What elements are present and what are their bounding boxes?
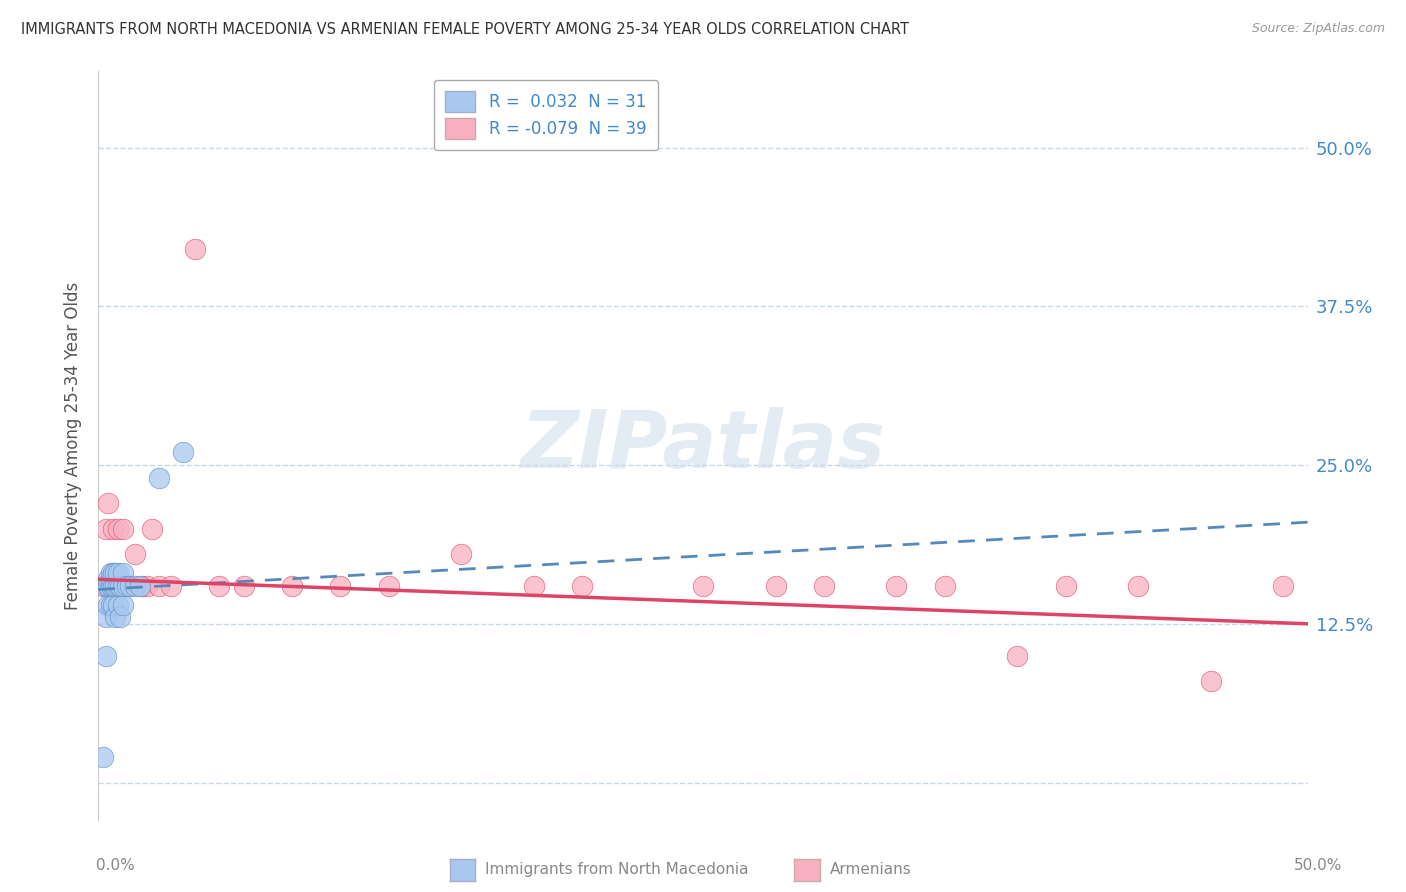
- Point: [94, 610, 117, 624]
- Point: [886, 579, 908, 593]
- Legend: R =  0.032  N = 31, R = -0.079  N = 39: R = 0.032 N = 31, R = -0.079 N = 39: [433, 79, 658, 151]
- Text: IMMIGRANTS FROM NORTH MACEDONIA VS ARMENIAN FEMALE POVERTY AMONG 25-34 YEAR OLDS: IMMIGRANTS FROM NORTH MACEDONIA VS ARMEN…: [21, 22, 910, 37]
- Point: [208, 579, 231, 593]
- Point: [100, 566, 122, 580]
- Point: [104, 566, 127, 580]
- Point: [108, 579, 131, 593]
- Point: [1007, 648, 1029, 663]
- Point: [100, 579, 122, 593]
- Text: Armenians: Armenians: [830, 863, 911, 877]
- Point: [101, 579, 124, 593]
- Point: [128, 579, 150, 593]
- Point: [97, 579, 120, 593]
- Point: [118, 579, 141, 593]
- Point: [172, 445, 194, 459]
- Point: [94, 579, 117, 593]
- Point: [934, 579, 956, 593]
- Point: [329, 579, 352, 593]
- Point: [100, 572, 122, 586]
- Point: [104, 610, 127, 624]
- Point: [111, 522, 134, 536]
- Point: [100, 579, 122, 593]
- Point: [813, 579, 835, 593]
- Point: [1199, 673, 1222, 688]
- Point: [184, 242, 207, 256]
- Point: [97, 579, 120, 593]
- Point: [104, 579, 127, 593]
- Y-axis label: Female Poverty Among 25-34 Year Olds: Female Poverty Among 25-34 Year Olds: [65, 282, 83, 610]
- Point: [111, 579, 134, 593]
- Point: [111, 566, 134, 580]
- Point: [111, 579, 134, 593]
- Point: [124, 547, 146, 561]
- Point: [765, 579, 787, 593]
- Point: [104, 579, 127, 593]
- Point: [148, 471, 170, 485]
- Point: [97, 572, 120, 586]
- Text: Immigrants from North Macedonia: Immigrants from North Macedonia: [485, 863, 748, 877]
- Point: [1128, 579, 1150, 593]
- Point: [117, 579, 139, 593]
- Point: [111, 598, 134, 612]
- Text: 0.0%: 0.0%: [96, 858, 135, 873]
- Point: [135, 579, 157, 593]
- Point: [523, 579, 546, 593]
- Point: [91, 579, 114, 593]
- Point: [107, 522, 129, 536]
- Point: [232, 579, 254, 593]
- Point: [101, 522, 124, 536]
- Point: [91, 750, 114, 764]
- Point: [281, 579, 304, 593]
- Point: [148, 579, 170, 593]
- Point: [108, 579, 131, 593]
- Point: [450, 547, 472, 561]
- Point: [94, 648, 117, 663]
- Point: [377, 579, 399, 593]
- Point: [124, 579, 146, 593]
- Point: [100, 598, 122, 612]
- Point: [131, 579, 153, 593]
- Point: [692, 579, 714, 593]
- Point: [107, 598, 129, 612]
- Point: [1272, 579, 1295, 593]
- Point: [101, 566, 124, 580]
- Point: [141, 522, 163, 536]
- Point: [160, 579, 183, 593]
- Point: [97, 598, 120, 612]
- Point: [107, 579, 129, 593]
- Point: [1054, 579, 1077, 593]
- Text: Source: ZipAtlas.com: Source: ZipAtlas.com: [1251, 22, 1385, 36]
- Point: [108, 610, 131, 624]
- Point: [94, 522, 117, 536]
- Point: [101, 579, 124, 593]
- Point: [107, 579, 129, 593]
- Text: 50.0%: 50.0%: [1295, 858, 1343, 873]
- Text: ZIPatlas: ZIPatlas: [520, 407, 886, 485]
- Point: [117, 579, 139, 593]
- Point: [571, 579, 593, 593]
- Point: [107, 566, 129, 580]
- Point: [97, 496, 120, 510]
- Point: [101, 598, 124, 612]
